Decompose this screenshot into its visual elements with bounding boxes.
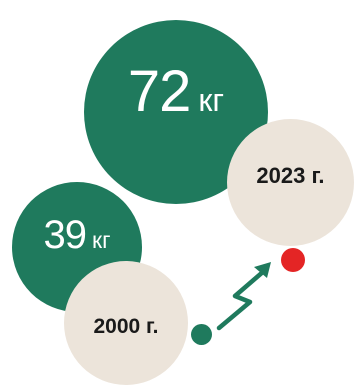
current-year-label: 2023 г. [256,163,325,188]
current-point-marker [281,248,305,272]
current-year-circle [227,119,354,246]
past-weight-value: 39 [43,213,87,257]
current-weight-unit: кг [198,82,225,118]
current-weight-value: 72 [127,59,192,124]
past-weight-unit: кг [92,227,111,253]
past-weight-label: 39 кг [12,213,142,273]
past-year-label: 2000 г. [93,315,159,338]
past-point-marker [191,324,212,345]
current-weight-label: 72 кг [84,58,268,148]
past-year-circle [64,261,188,385]
